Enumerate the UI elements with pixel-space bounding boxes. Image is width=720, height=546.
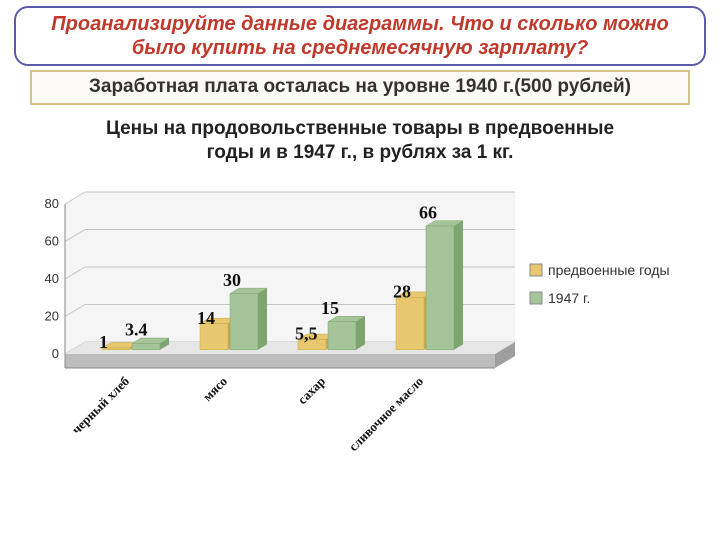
salary-note-box: Заработная плата осталась на уровне 1940…: [30, 70, 690, 105]
price-bar-chart: 0 20 40 60 80 1 3.4 черный хлеб 14 30 мясо 5,515 сах…: [10, 174, 710, 474]
svg-text:1947 г.: 1947 г.: [548, 290, 590, 306]
svg-text:предвоенные годы: предвоенные годы: [548, 262, 670, 278]
svg-text:15: 15: [321, 298, 339, 318]
svg-text:черный хлеб: черный хлеб: [69, 373, 133, 437]
svg-text:60: 60: [45, 234, 59, 249]
svg-text:0: 0: [52, 346, 59, 361]
chart-title-wrap: Цены на продовольственные товары в предв…: [100, 117, 620, 166]
svg-text:сливочное масло: сливочное масло: [346, 374, 426, 454]
instruction-banner: Проанализируйте данные диаграммы. Что и …: [14, 6, 706, 66]
svg-text:80: 80: [45, 196, 59, 211]
svg-text:сахар: сахар: [295, 374, 329, 408]
svg-text:66: 66: [419, 202, 437, 222]
salary-note-text: Заработная плата осталась на уровне 1940…: [42, 76, 678, 99]
svg-text:5,5: 5,5: [295, 324, 318, 344]
svg-text:20: 20: [45, 309, 59, 324]
svg-text:30: 30: [223, 270, 241, 290]
svg-text:14: 14: [197, 308, 215, 328]
svg-text:1: 1: [99, 332, 108, 352]
chart-svg: 0 20 40 60 80 1 3.4 черный хлеб 14 30 мясо 5,515 сах…: [10, 174, 710, 474]
svg-text:40: 40: [45, 271, 59, 286]
svg-text:3.4: 3.4: [125, 320, 148, 340]
svg-text:28: 28: [393, 282, 411, 302]
chart-title: Цены на продовольственные товары в предв…: [100, 117, 620, 166]
svg-text:мясо: мясо: [200, 374, 231, 405]
instruction-text: Проанализируйте данные диаграммы. Что и …: [28, 12, 692, 60]
